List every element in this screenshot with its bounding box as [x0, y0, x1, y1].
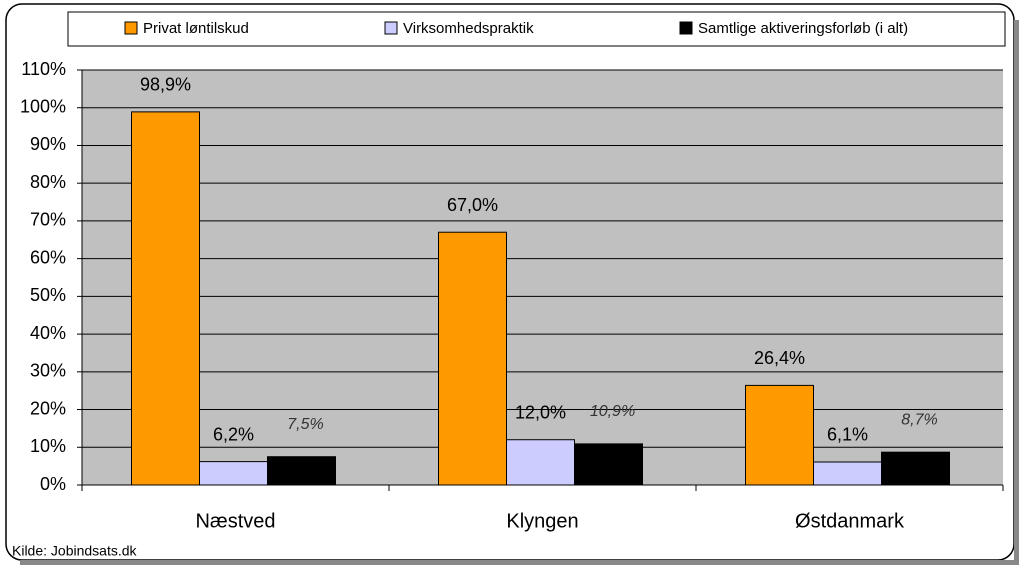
y-tick-label: 40% — [30, 323, 66, 343]
value-label: 67,0% — [447, 195, 498, 215]
y-tick-label: 110% — [21, 59, 66, 79]
value-label: 6,1% — [827, 425, 868, 445]
value-label: 26,4% — [754, 348, 805, 368]
value-label: 6,2% — [213, 424, 254, 444]
bar — [745, 384, 814, 486]
y-tick-label: 80% — [30, 172, 66, 192]
bar — [506, 439, 575, 486]
y-tick-label: 90% — [30, 134, 66, 154]
legend-swatch — [384, 21, 398, 35]
legend-label: Virksomhedspraktik — [403, 20, 534, 37]
legend-label: Privat løntilskud — [143, 20, 249, 37]
legend-swatch — [124, 21, 138, 35]
legend-label: Samtlige aktiveringsforløb (i alt) — [698, 20, 908, 37]
y-tick-label: 70% — [30, 210, 66, 230]
legend-swatch — [679, 21, 693, 35]
plot-area — [82, 70, 1003, 485]
bar — [199, 461, 268, 486]
x-tick-label: Klyngen — [506, 510, 578, 532]
y-tick-label: 30% — [30, 361, 66, 381]
value-label: 10,9% — [590, 403, 635, 420]
frame-shadow — [1014, 20, 1019, 565]
y-tick-label: 0% — [40, 474, 66, 494]
value-label: 8,7% — [901, 411, 937, 428]
y-tick-label: 100% — [20, 96, 66, 116]
x-tick-label: Østdanmark — [795, 510, 905, 532]
bar — [131, 111, 200, 486]
value-label: 12,0% — [515, 402, 566, 422]
bar — [267, 456, 336, 486]
bar — [881, 451, 950, 486]
value-label: 7,5% — [287, 416, 323, 433]
frame-shadow — [20, 560, 1019, 565]
y-tick-label: 10% — [30, 436, 66, 456]
bar — [813, 461, 882, 486]
legend-box — [67, 11, 1006, 47]
bar — [438, 231, 507, 486]
y-tick-label: 60% — [30, 247, 66, 267]
source-note: Kilde: Jobindsats.dk — [12, 543, 138, 559]
x-tick-label: Næstved — [195, 510, 275, 532]
bar — [574, 443, 643, 486]
y-tick-label: 50% — [30, 285, 66, 305]
y-tick-label: 20% — [30, 398, 66, 418]
value-label: 98,9% — [140, 75, 191, 95]
